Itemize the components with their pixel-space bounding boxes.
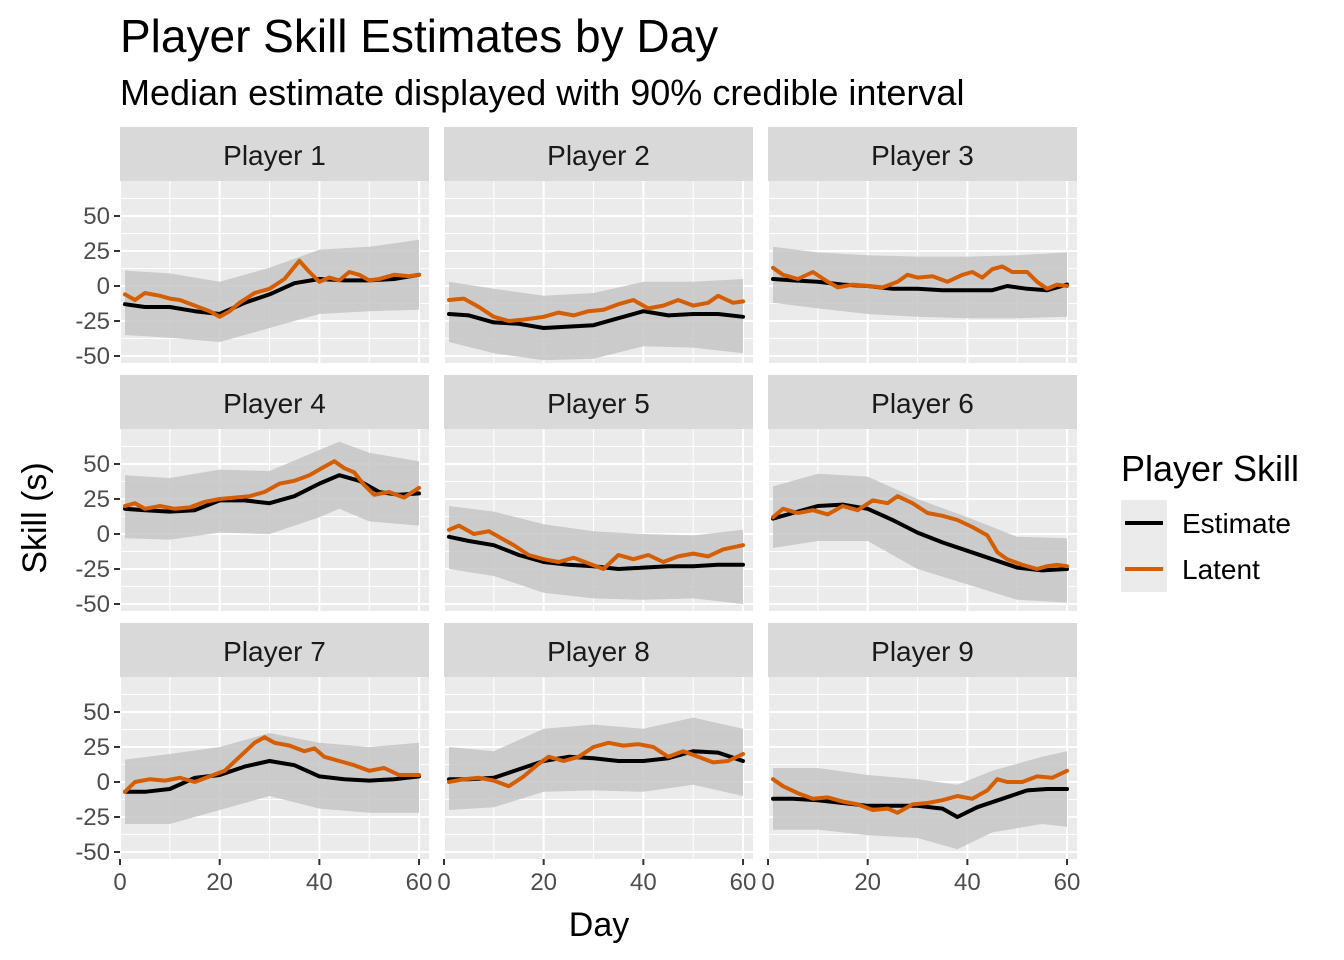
credible-interval-ribbon: [773, 751, 1067, 850]
facet-strip-label: Player 2: [547, 140, 650, 171]
facet-panel: Player 4 -50 -25 0 25 50: [75, 375, 429, 618]
x-tick-label: 20: [530, 869, 557, 896]
y-tick-label: 0: [97, 769, 110, 796]
chart-subtitle: Median estimate displayed with 90% credi…: [120, 72, 964, 113]
legend-label-latent: Latent: [1182, 554, 1260, 585]
facet-strip-label: Player 4: [223, 388, 326, 419]
series-line-estimate: [447, 749, 745, 782]
facet-strip-label: Player 5: [547, 388, 650, 419]
x-tick-label: 40: [954, 869, 981, 896]
series-line-estimate: [123, 759, 421, 794]
x-tick-label: 0: [437, 869, 450, 896]
x-tick-label: 0: [761, 869, 774, 896]
x-tick-label: 60: [406, 869, 433, 896]
x-tick-label: 60: [1054, 869, 1081, 896]
facet-panel: Player 5: [443, 375, 753, 611]
facet-strip: [120, 623, 429, 677]
series-line-latent: [771, 494, 1069, 571]
x-tick-label: 40: [630, 869, 657, 896]
x-tick-label: 60: [730, 869, 757, 896]
y-tick-label: 0: [97, 521, 110, 548]
x-tick-label: 0: [113, 869, 126, 896]
y-tick-label: 0: [97, 273, 110, 300]
credible-interval-ribbon: [125, 239, 419, 342]
facet-strip: [120, 127, 429, 181]
series-line-latent: [123, 459, 421, 511]
facet-strip: [120, 375, 429, 429]
legend-label-estimate: Estimate: [1182, 508, 1291, 539]
legend-title: Player Skill: [1121, 448, 1299, 489]
facet-panel: Player 8 0 20 40 60: [437, 623, 756, 896]
credible-interval-ribbon: [125, 733, 419, 824]
x-tick-label: 20: [854, 869, 881, 896]
y-tick-label: -50: [75, 839, 110, 866]
y-tick-label: 50: [83, 203, 110, 230]
y-tick-label: 50: [83, 451, 110, 478]
series-line-latent: [771, 264, 1069, 291]
facet-panel: Player 9 0 20 40 60: [761, 623, 1080, 896]
facet-strip: [768, 375, 1077, 429]
y-tick-label: -50: [75, 343, 110, 370]
facet-strip-label: Player 7: [223, 636, 326, 667]
series-line-estimate: [123, 473, 421, 514]
facet-panels: Player 1 -50 -25 0 25 50 Player 2 Player 3 Playe…: [75, 127, 1080, 896]
y-tick-label: -25: [75, 308, 110, 335]
series-line-latent: [447, 293, 745, 323]
facet-strip-label: Player 9: [871, 636, 974, 667]
credible-interval-ribbon: [449, 506, 743, 604]
y-tick-label: 25: [83, 238, 110, 265]
x-tick-label: 40: [306, 869, 333, 896]
y-axis-title: Skill (s): [16, 462, 54, 573]
y-tick-label: 50: [83, 699, 110, 726]
series-line-latent: [123, 258, 421, 319]
facet-strip: [768, 623, 1077, 677]
series-line-estimate: [771, 787, 1069, 819]
series-line-estimate: [771, 502, 1069, 573]
chart-title: Player Skill Estimates by Day: [120, 10, 718, 62]
series-line-latent: [447, 740, 745, 789]
facet-panel: Player 3: [767, 127, 1077, 363]
legend: Player Skill Estimate Latent: [1121, 448, 1299, 592]
credible-interval-ribbon: [125, 441, 419, 540]
facet-panel: Player 6: [767, 375, 1077, 611]
facet-strip: [444, 623, 753, 677]
facet-strip-label: Player 1: [223, 140, 326, 171]
x-axis-title: Day: [569, 906, 629, 944]
series-line-latent: [771, 768, 1069, 815]
facet-strip-label: Player 8: [547, 636, 650, 667]
facet-panel: Player 1 -50 -25 0 25 50: [75, 127, 429, 370]
y-tick-label: 25: [83, 734, 110, 761]
facet-panel: Player 2: [443, 127, 753, 363]
facet-strip-label: Player 3: [871, 140, 974, 171]
credible-interval-ribbon: [773, 246, 1067, 319]
credible-interval-ribbon: [449, 279, 743, 361]
series-line-latent: [447, 523, 745, 571]
series-line-estimate: [447, 309, 745, 330]
y-tick-label: 25: [83, 486, 110, 513]
series-line-latent: [123, 735, 421, 794]
y-tick-label: -25: [75, 804, 110, 831]
facet-panel: Player 7 -50 -25 0 25 50 0 20 40 60: [75, 623, 432, 896]
x-tick-label: 20: [206, 869, 233, 896]
facet-strip: [768, 127, 1077, 181]
facet-strip: [444, 375, 753, 429]
facet-strip: [444, 127, 753, 181]
credible-interval-ribbon: [449, 717, 743, 810]
facet-strip-label: Player 6: [871, 388, 974, 419]
series-line-estimate: [771, 277, 1069, 293]
y-tick-label: -25: [75, 556, 110, 583]
y-tick-label: -50: [75, 591, 110, 618]
